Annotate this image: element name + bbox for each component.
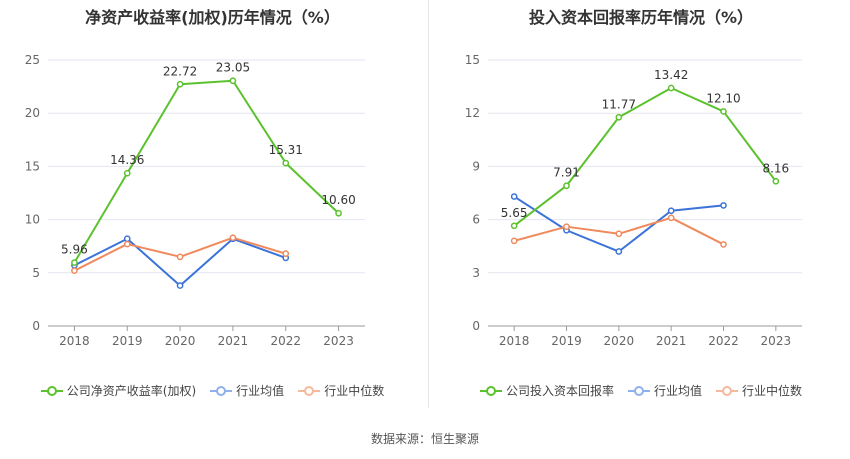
data-point (510, 193, 518, 200)
data-point (335, 209, 342, 217)
y-tick-label: 15 (25, 159, 40, 173)
data-label: 11.77 (602, 97, 636, 111)
data-label: 10.60 (321, 193, 355, 207)
data-point (667, 207, 675, 215)
data-point (615, 113, 623, 121)
data-point (720, 241, 727, 248)
roe-chart: 0 5 10 15 20 25 2018 2019 2020 2021 2022 2023 5.96 14… (25, 53, 365, 348)
data-label: 14.36 (110, 153, 144, 167)
data-point (615, 230, 623, 238)
data-point (667, 214, 675, 222)
roic-chart-panel: 投入资本回报率历年情况（%） 0 3 6 9 12 15 2018 2019 2020 2021 2… (432, 0, 850, 410)
y-tick-label: 5 (32, 266, 40, 280)
y-tick-label: 9 (472, 159, 480, 173)
legend-line-marker-blue (210, 385, 233, 397)
legend-label: 行业中位数 (742, 384, 803, 398)
y-tick-label: 0 (472, 319, 480, 333)
data-label: 13.42 (654, 68, 688, 82)
y-tick-label: 12 (465, 106, 480, 120)
data-point (720, 202, 727, 209)
roe-chart-legend: 公司净资产收益率(加权) 行业均值 行业中位数 (0, 382, 425, 399)
data-source-note: 数据来源：恒生聚源 (370, 432, 479, 446)
x-tick-label: 2022 (270, 334, 301, 348)
data-label: 23.05 (216, 61, 250, 75)
y-tick-label: 0 (32, 319, 40, 333)
legend-label: 行业均值 (653, 384, 702, 398)
x-tick-label: 2022 (708, 334, 739, 348)
roic-chart-legend: 公司投入资本回报率 行业均值 行业中位数 (432, 382, 850, 399)
data-point (176, 282, 184, 289)
x-tick-label: 2019 (112, 334, 143, 348)
legend-item-industry-mean[interactable]: 行业均值 (627, 382, 702, 399)
data-point (772, 177, 780, 185)
data-point (615, 248, 623, 255)
x-tick-label: 2021 (656, 334, 687, 348)
roe-chart-title: 净资产收益率(加权)历年情况（%） (85, 8, 340, 27)
y-tick-label: 20 (25, 106, 40, 120)
data-point (510, 237, 518, 245)
x-tick-label: 2020 (604, 334, 635, 348)
data-label: 5.65 (501, 206, 528, 220)
y-tick-label: 25 (25, 53, 40, 67)
data-point (563, 182, 570, 190)
data-point (282, 159, 290, 167)
data-point (123, 240, 131, 248)
x-tick-label: 2019 (551, 334, 582, 348)
data-point (176, 253, 184, 261)
roe-chart-panel: 净资产收益率(加权)历年情况（%） 0 5 10 15 20 25 2018 2019 2020… (0, 0, 425, 410)
data-label: 22.72 (163, 64, 197, 78)
series-line-0 (513, 87, 777, 227)
y-tick-label: 6 (472, 213, 480, 227)
data-point (71, 267, 78, 275)
data-point (282, 250, 290, 257)
legend-item-industry-mean[interactable]: 行业均值 (210, 382, 284, 399)
legend-line-marker-green (40, 385, 63, 397)
data-label: 12.10 (706, 91, 740, 105)
series-line-0 (73, 79, 340, 264)
data-point (667, 84, 675, 92)
legend-line-marker-orange (298, 385, 321, 397)
legend-label: 行业均值 (236, 384, 285, 398)
data-point (229, 77, 237, 85)
legend-item-industry-median[interactable]: 行业中位数 (298, 382, 384, 399)
legend-item-industry-median[interactable]: 行业中位数 (716, 382, 802, 399)
x-tick-label: 2023 (323, 334, 354, 348)
legend-line-marker-green (479, 385, 502, 397)
x-tick-label: 2021 (218, 334, 249, 348)
data-point (510, 222, 518, 230)
data-point (71, 259, 78, 266)
data-point (123, 235, 131, 243)
data-point (176, 80, 184, 88)
panel-divider (428, 0, 429, 408)
series-line-1 (73, 237, 287, 287)
x-tick-label: 2018 (499, 334, 530, 348)
legend-item-company-roe[interactable]: 公司净资产收益率(加权) (40, 382, 197, 399)
roic-chart: 0 3 6 9 12 15 2018 2019 2020 2021 2022 2023 5.65 7.91… (465, 53, 802, 348)
y-tick-label: 10 (25, 213, 40, 227)
data-label: 15.31 (269, 143, 303, 157)
x-tick-label: 2018 (59, 334, 90, 348)
x-tick-label: 2023 (761, 334, 792, 348)
legend-line-marker-blue (627, 385, 650, 397)
y-tick-label: 15 (465, 53, 480, 67)
data-point (563, 223, 570, 231)
legend-label: 公司净资产收益率(加权) (66, 384, 197, 398)
y-tick-label: 3 (472, 266, 480, 280)
x-tick-label: 2020 (165, 334, 196, 348)
legend-label: 公司投入资本回报率 (505, 384, 614, 398)
legend-label: 行业中位数 (324, 384, 385, 398)
data-label: 8.16 (762, 161, 789, 175)
data-point (123, 169, 131, 177)
legend-item-company-roic[interactable]: 公司投入资本回报率 (479, 382, 614, 399)
data-point (229, 234, 237, 242)
data-label: 5.96 (61, 243, 88, 257)
series-line-1 (513, 195, 724, 253)
data-label: 7.91 (553, 166, 580, 180)
legend-line-marker-orange (716, 385, 738, 397)
roic-chart-title: 投入资本回报率历年情况（%） (528, 8, 754, 27)
data-point (720, 108, 727, 115)
